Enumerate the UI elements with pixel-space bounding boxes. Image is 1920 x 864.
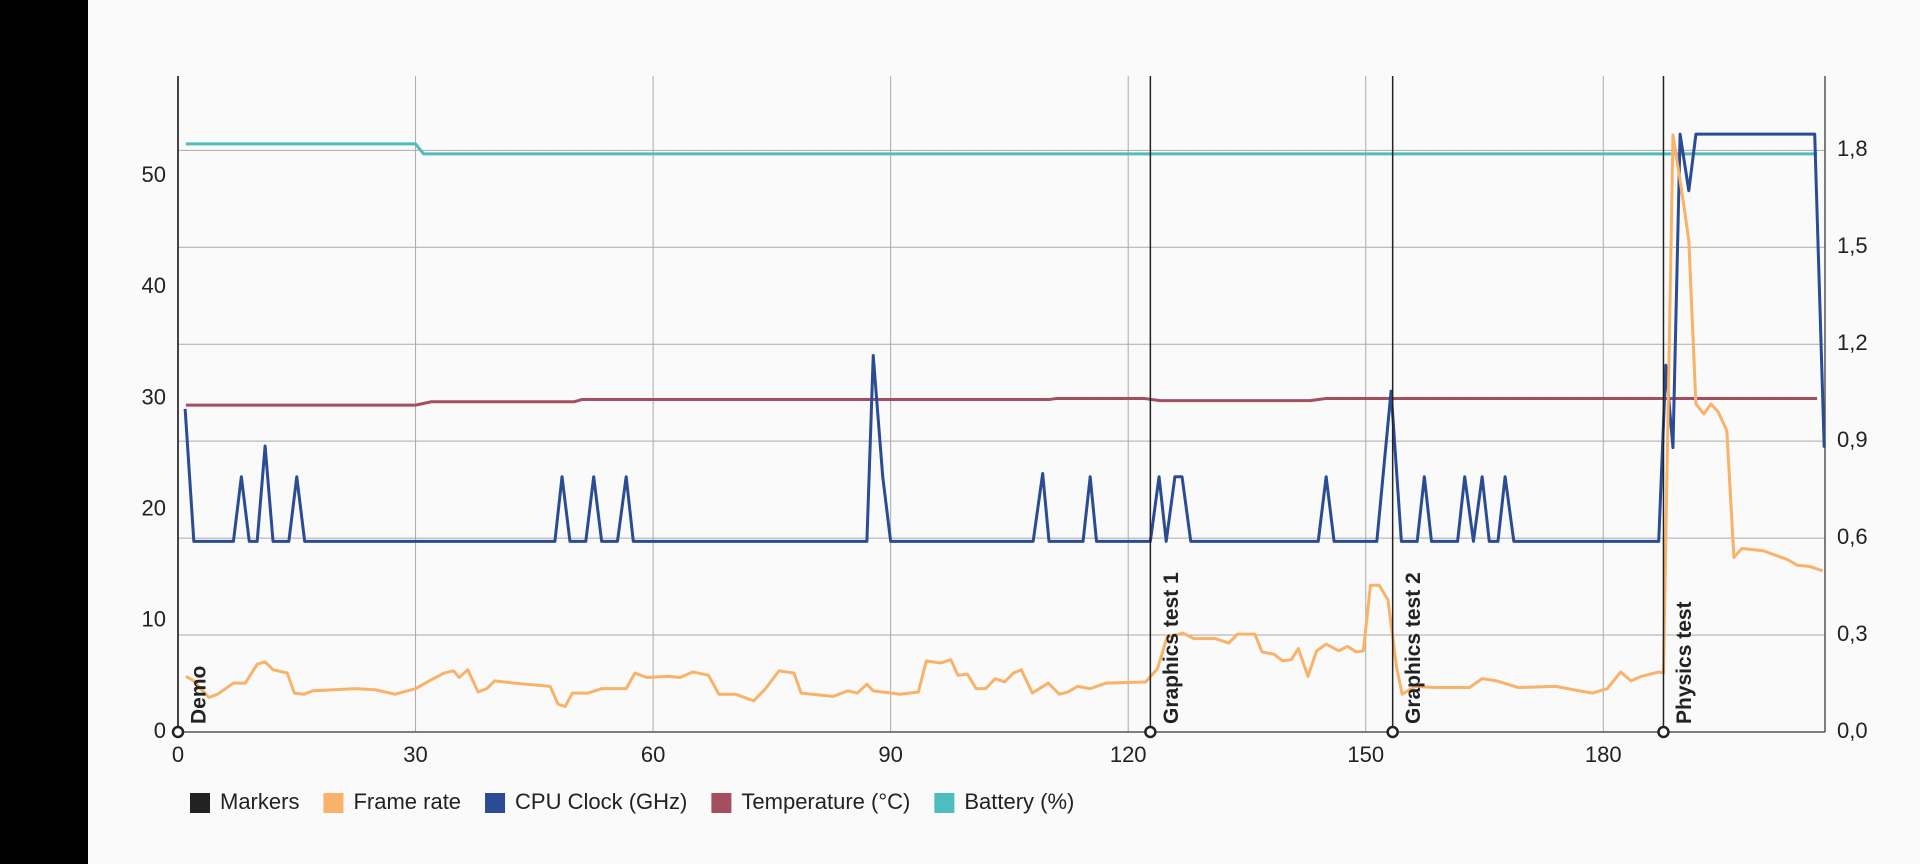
y2-tick-label: 0,0 [1837, 718, 1868, 743]
y2-tick-label: 0,9 [1837, 427, 1868, 452]
marker-point [171, 725, 185, 739]
marker-point [1657, 725, 1670, 739]
series-line [185, 396, 1818, 407]
series-line [185, 133, 1824, 708]
x-tick-label: 90 [878, 742, 902, 767]
legend-swatch [323, 793, 344, 813]
y2-tick-label: 0,6 [1837, 524, 1868, 549]
y-tick-label: 40 [142, 273, 166, 298]
y2-tick-label: 1,8 [1837, 136, 1868, 161]
x-tick-label: 180 [1585, 742, 1622, 767]
marker-label: Physics test [1673, 601, 1696, 724]
x-tick-label: 120 [1110, 742, 1147, 767]
y2-tick-label: 1,5 [1837, 233, 1868, 258]
x-tick-label: 150 [1347, 742, 1384, 767]
y-tick-label: 30 [142, 384, 166, 409]
x-tick-label: 0 [172, 742, 184, 767]
y-tick-label: 20 [142, 495, 166, 520]
side-bar [0, 0, 88, 864]
legend-label: Frame rate [353, 789, 461, 814]
legend-label: Battery (%) [964, 789, 1074, 814]
series-line [183, 132, 1826, 543]
legend-label: Temperature (°C) [741, 789, 910, 814]
x-tick-label: 60 [641, 742, 665, 767]
legend-swatch [190, 793, 210, 813]
series-line [185, 142, 1818, 156]
legend-swatch [485, 793, 506, 813]
marker-label: Graphics test 1 [1160, 572, 1183, 724]
y2-tick-label: 1,2 [1837, 330, 1868, 355]
marker-point [1144, 725, 1157, 739]
marker-point [1386, 725, 1399, 739]
y-tick-label: 0 [154, 718, 166, 743]
x-tick-label: 30 [403, 742, 427, 767]
marker-label: Demo [188, 666, 211, 724]
legend-swatch [711, 793, 732, 813]
y-tick-label: 10 [142, 607, 166, 632]
y-tick-label: 50 [142, 162, 166, 187]
marker-label: Graphics test 2 [1402, 572, 1425, 724]
legend-swatch [934, 793, 955, 813]
y2-tick-label: 0,3 [1837, 621, 1868, 646]
legend-label: CPU Clock (GHz) [515, 789, 687, 814]
legend-label: Markers [220, 789, 299, 814]
